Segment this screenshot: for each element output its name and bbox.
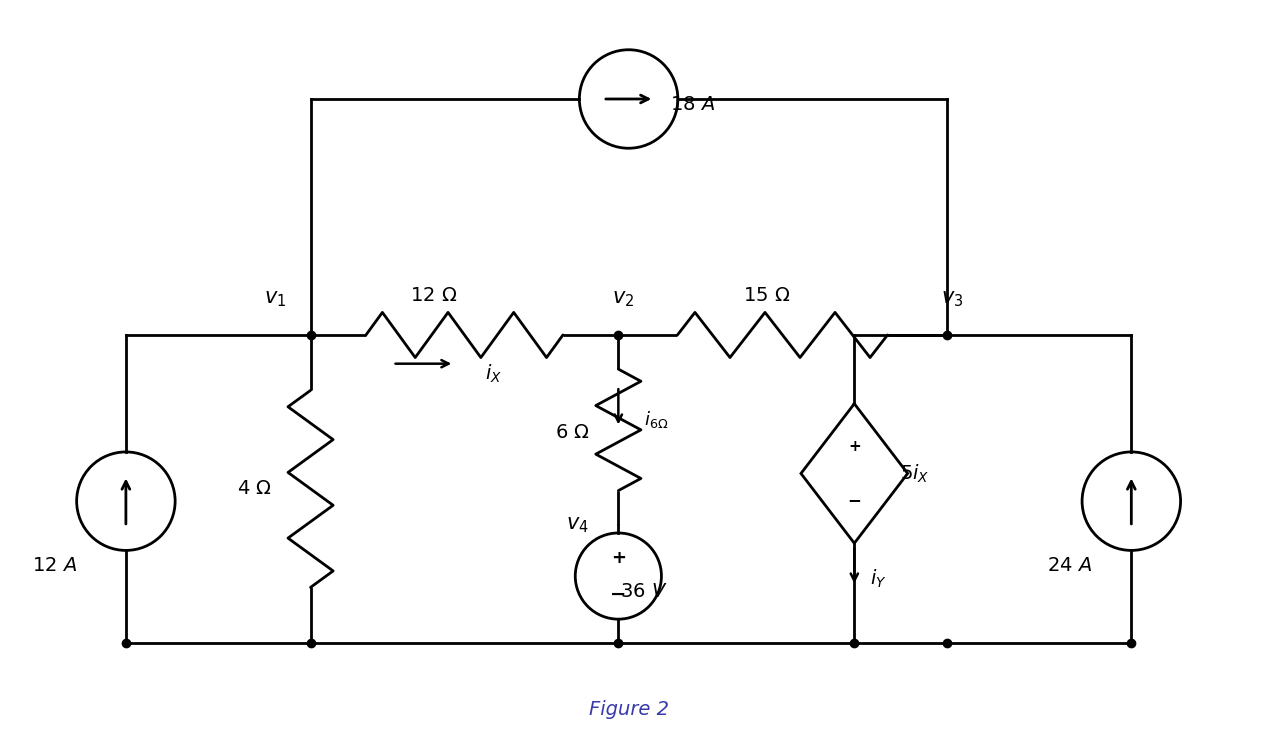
Text: $15\ \Omega$: $15\ \Omega$ bbox=[743, 287, 791, 305]
Text: $18\ A$: $18\ A$ bbox=[670, 95, 715, 114]
Text: $i_X$: $i_X$ bbox=[486, 362, 502, 385]
Text: $6\ \Omega$: $6\ \Omega$ bbox=[555, 423, 590, 442]
Text: $i_Y$: $i_Y$ bbox=[869, 568, 886, 590]
Text: $5i_X$: $5i_X$ bbox=[900, 462, 930, 484]
Text: $12\ \Omega$: $12\ \Omega$ bbox=[410, 287, 457, 305]
Text: −: − bbox=[611, 584, 626, 604]
Text: $i_{6\Omega}$: $i_{6\Omega}$ bbox=[644, 408, 668, 429]
Text: +: + bbox=[611, 549, 626, 567]
Text: $12\ A$: $12\ A$ bbox=[31, 556, 77, 575]
Text: $v_4$: $v_4$ bbox=[565, 515, 589, 535]
Text: $v_3$: $v_3$ bbox=[940, 289, 963, 309]
Text: −: − bbox=[848, 491, 862, 509]
Text: Figure 2: Figure 2 bbox=[589, 700, 668, 719]
Text: $4\ \Omega$: $4\ \Omega$ bbox=[237, 479, 272, 499]
Text: $24\ A$: $24\ A$ bbox=[1047, 556, 1092, 575]
Text: $v_2$: $v_2$ bbox=[612, 289, 635, 309]
Text: +: + bbox=[848, 439, 860, 454]
Text: $v_1$: $v_1$ bbox=[264, 289, 286, 309]
Text: $36\ V$: $36\ V$ bbox=[621, 582, 667, 601]
